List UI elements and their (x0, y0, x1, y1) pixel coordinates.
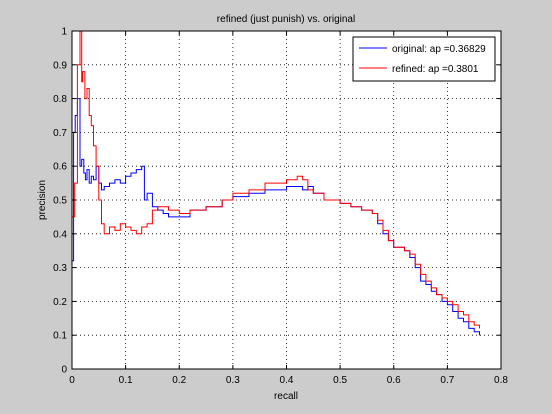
legend-label-original: original: ap =0.36829 (392, 44, 486, 55)
y-tick-label: 0.6 (53, 162, 67, 173)
series-layer (72, 30, 480, 336)
x-tick-label: 0 (69, 375, 75, 386)
y-tick-label: 0.8 (53, 94, 67, 105)
x-tick-label: 0.1 (119, 375, 133, 386)
x-tick-label: 0.8 (494, 375, 508, 386)
x-tick-label: 0.5 (333, 375, 347, 386)
x-tick-label: 0.4 (280, 375, 294, 386)
ticks (71, 30, 502, 370)
legend: original: ap =0.36829 refined: ap =0.380… (352, 36, 496, 82)
y-tick-label: 0.4 (53, 229, 67, 240)
series-line-refined (72, 30, 480, 329)
y-tick-label: 0.1 (53, 331, 67, 342)
x-tick-labels: 0 0.1 0.2 0.3 0.4 0.5 0.6 0.7 0.8 (69, 375, 508, 386)
y-tick-label: 0.5 (53, 196, 67, 207)
y-tick-label: 1 (61, 27, 67, 38)
y-tick-labels: 0 0.1 0.2 0.3 0.4 0.5 0.6 0.7 0.8 0.9 1 (53, 27, 67, 376)
x-tick-label: 0.7 (440, 375, 454, 386)
x-axis-label: recall (274, 391, 298, 402)
chart-title: refined (just punish) vs. original (217, 14, 355, 25)
x-tick-label: 0.2 (172, 375, 186, 386)
y-tick-label: 0.3 (53, 263, 67, 274)
x-tick-label: 0.6 (387, 375, 401, 386)
y-axis-label: precision (37, 180, 48, 220)
y-tick-label: 0.7 (53, 128, 67, 139)
y-tick-label: 0 (61, 365, 67, 376)
y-tick-label: 0.2 (53, 297, 67, 308)
legend-box (352, 36, 496, 82)
legend-label-refined: refined: ap =0.3801 (392, 64, 479, 75)
y-tick-label: 0.9 (53, 60, 67, 71)
x-tick-label: 0.3 (226, 375, 240, 386)
